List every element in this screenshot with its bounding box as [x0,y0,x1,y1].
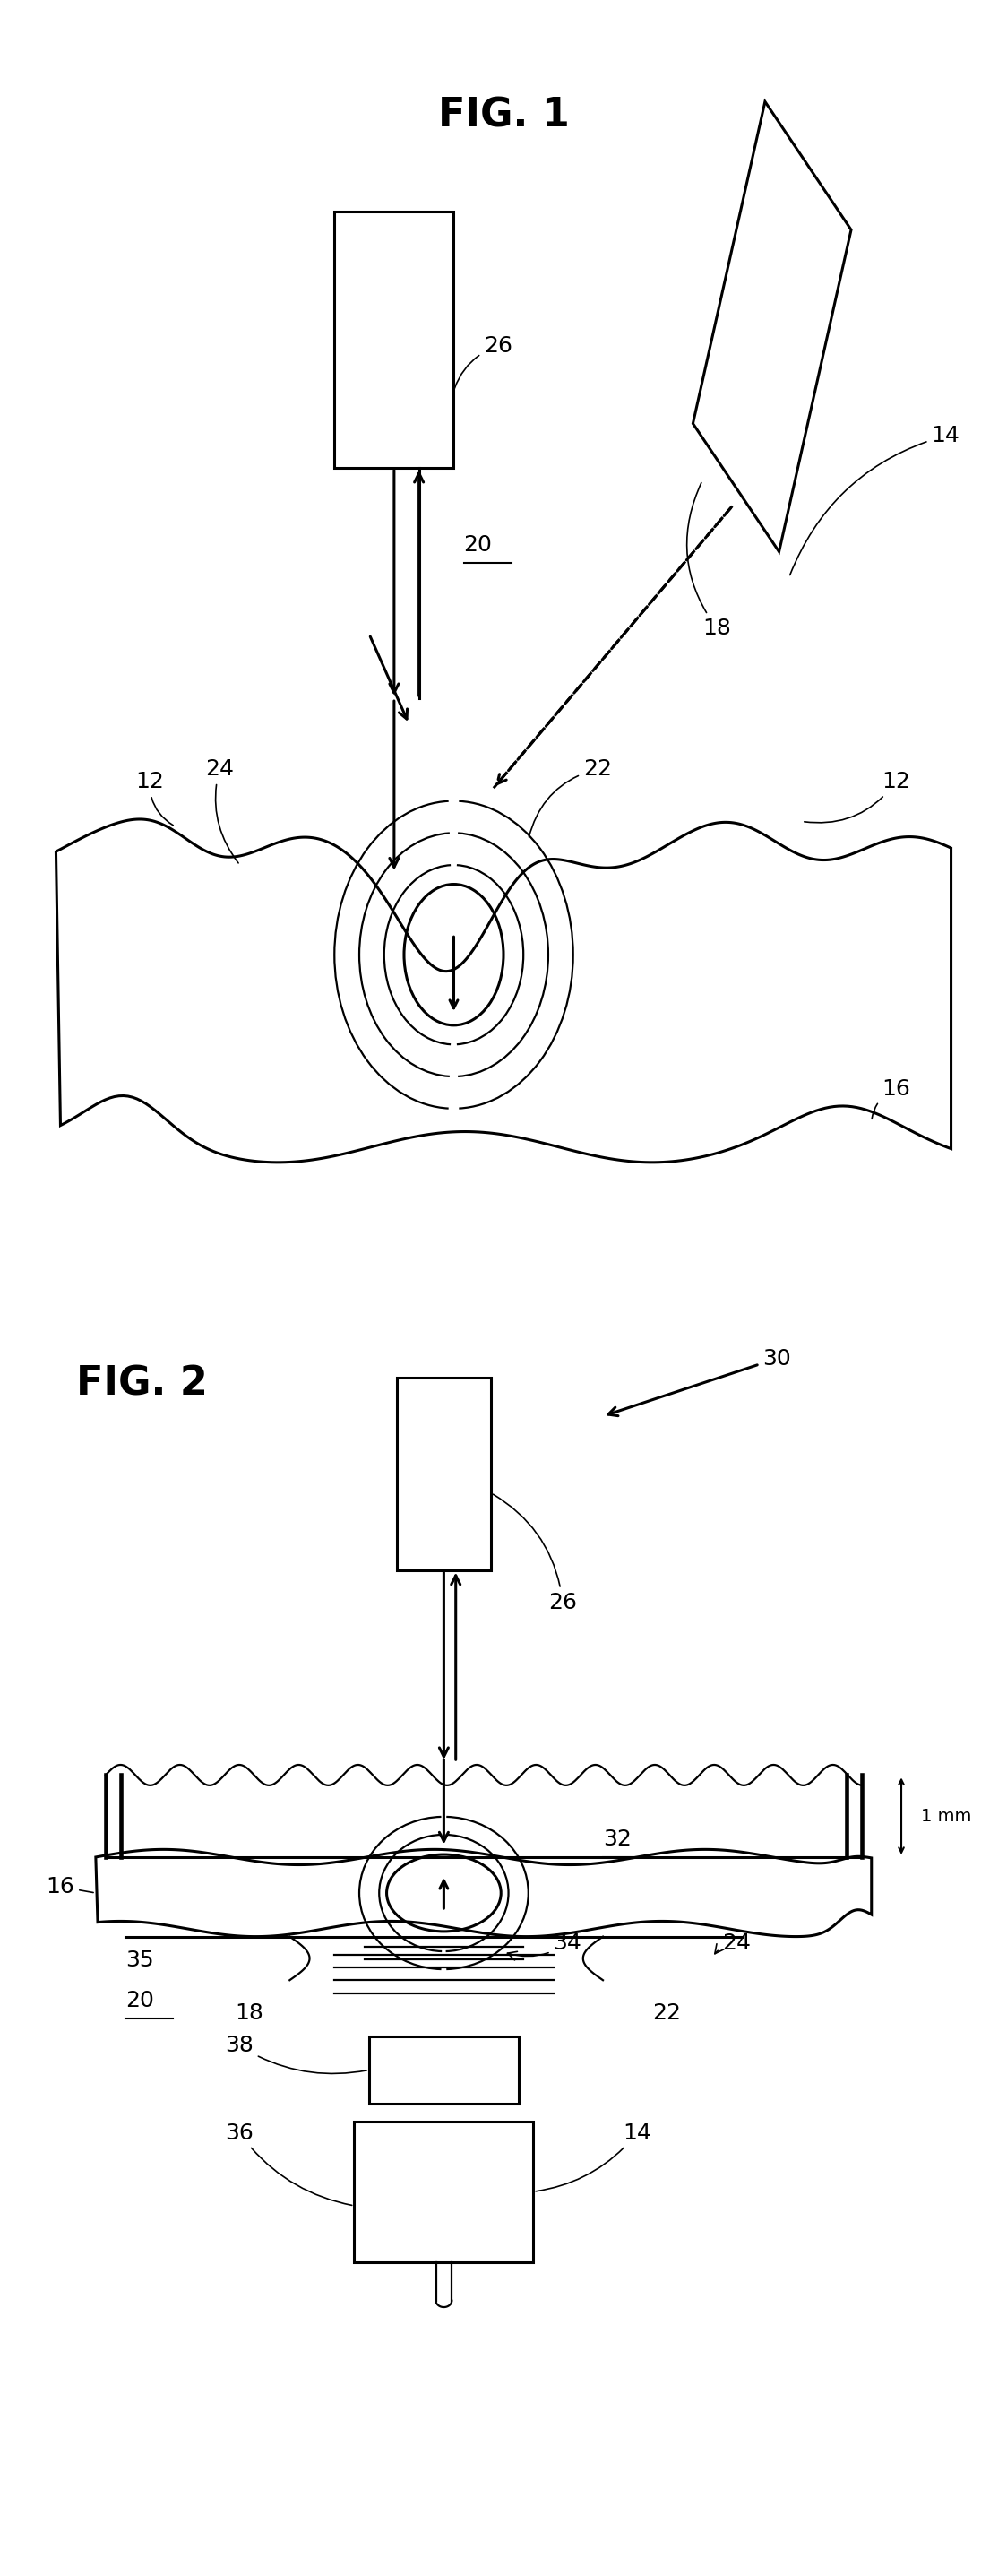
Text: FIG. 2: FIG. 2 [76,1365,207,1404]
PathPatch shape [96,1850,871,1937]
Bar [397,1378,491,1569]
Text: 32: 32 [603,1829,631,1850]
Bar [354,2120,534,2262]
Text: 22: 22 [529,757,611,837]
Text: 12: 12 [136,770,173,824]
Text: 24: 24 [205,757,239,863]
Bar [370,2038,519,2102]
Text: 16: 16 [872,1079,910,1118]
Text: 12: 12 [805,770,910,822]
Text: 26: 26 [454,335,513,389]
Text: 18: 18 [687,482,731,639]
Text: 20: 20 [463,533,492,556]
Text: 30: 30 [608,1347,790,1417]
PathPatch shape [56,819,951,1162]
Text: 34: 34 [508,1932,582,1960]
Text: 14: 14 [789,425,960,574]
Text: 20: 20 [126,1989,154,2012]
Text: FIG. 1: FIG. 1 [438,95,569,134]
Text: 36: 36 [225,2123,351,2205]
Text: 1 mm: 1 mm [921,1808,972,1824]
Text: 38: 38 [225,2035,367,2074]
Text: 22: 22 [653,2002,682,2025]
Text: 35: 35 [126,1950,154,1971]
Text: 16: 16 [46,1875,94,1899]
Text: 14: 14 [536,2123,652,2192]
Polygon shape [693,100,851,551]
Text: 26: 26 [493,1494,577,1613]
Text: 24: 24 [715,1932,751,1953]
Text: 18: 18 [235,2002,264,2025]
Bar [334,211,454,469]
